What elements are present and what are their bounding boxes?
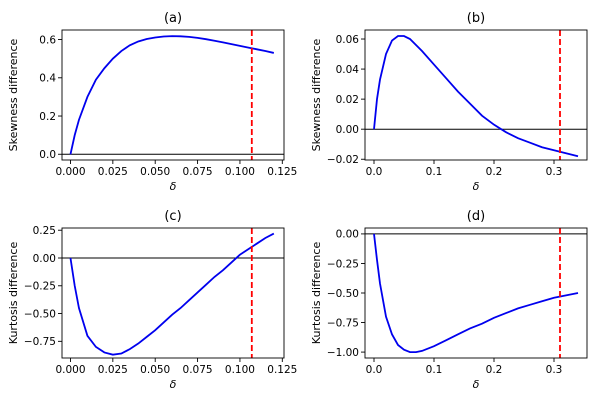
y-tick-label: −1.00 <box>327 347 359 359</box>
plot-frame <box>61 29 285 161</box>
series-line-1 <box>373 35 579 158</box>
x-tick-label: 0.000 <box>55 364 85 376</box>
x-tick-label: 0.050 <box>140 166 170 178</box>
y-tick-label: −0.50 <box>24 308 56 320</box>
x-tick-label: 0.3 <box>546 364 563 376</box>
panel-1: 0.000 0.025 0.050 0.075 0.100 0.125 0.0 0.2 0.4 0… <box>7 11 297 193</box>
x-tick-label: 0.075 <box>183 364 213 376</box>
series-line-1 <box>373 233 579 353</box>
plot-frame <box>61 227 285 359</box>
series-line-1 <box>69 232 275 356</box>
y-tick-label: 0.04 <box>336 64 360 76</box>
y-tick-label: 0.02 <box>336 94 359 106</box>
x-tick-label: 0.100 <box>225 166 255 178</box>
x-axis-label: δ <box>170 378 177 391</box>
panel-3: 0.000 0.025 0.050 0.075 0.100 0.125 −0.75 −0.50… <box>7 209 297 391</box>
y-axis-label: Kurtosis difference <box>310 242 323 345</box>
x-tick-label: 0.1 <box>426 364 443 376</box>
y-tick-label: −0.25 <box>24 281 56 293</box>
y-tick-label: 0.00 <box>336 124 359 136</box>
x-axis-label: δ <box>170 180 177 193</box>
x-tick-label: 0.125 <box>267 166 297 178</box>
x-axis-label: δ <box>473 180 480 193</box>
series-line-1 <box>69 35 275 155</box>
y-tick-label: 0.06 <box>336 34 360 46</box>
plot-frame <box>364 29 588 161</box>
x-tick-label: 0.075 <box>183 166 213 178</box>
chart-title: (c) <box>164 209 181 224</box>
y-tick-label: 0.0 <box>39 149 56 161</box>
plot-frame <box>364 227 588 359</box>
chart-title: (a) <box>164 11 182 26</box>
y-tick-label: 0.4 <box>39 73 56 85</box>
y-tick-label: 0.2 <box>39 111 56 123</box>
x-tick-label: 0.025 <box>98 364 128 376</box>
y-axis-label: Skewness difference <box>7 38 20 151</box>
x-tick-label: 0.2 <box>486 364 503 376</box>
panel-4: 0.0 0.1 0.2 0.3 −1.00 −0.75 −0.50 −0.25 0.00 (d) δ… <box>310 209 588 391</box>
y-tick-label: 0.25 <box>33 225 56 237</box>
x-axis-label: δ <box>473 378 480 391</box>
x-tick-label: 0.125 <box>267 364 297 376</box>
x-tick-label: 0.0 <box>366 166 383 178</box>
x-tick-label: 0.2 <box>486 166 503 178</box>
y-tick-label: 0.00 <box>336 229 359 241</box>
x-tick-label: 0.0 <box>366 364 383 376</box>
chart-title: (b) <box>467 11 485 26</box>
panel-2: 0.0 0.1 0.2 0.3 −0.02 0.00 0.02 0.04 0.06 (b) δ Ske… <box>310 11 588 193</box>
y-tick-label: −0.25 <box>327 258 359 270</box>
y-axis-label: Skewness difference <box>310 38 323 151</box>
y-tick-label: 0.6 <box>39 34 56 46</box>
y-tick-label: −0.75 <box>327 317 359 329</box>
y-tick-label: −0.75 <box>24 336 56 348</box>
y-tick-label: −0.02 <box>327 154 359 166</box>
x-tick-label: 0.050 <box>140 364 170 376</box>
x-tick-label: 0.025 <box>98 166 128 178</box>
y-tick-label: −0.50 <box>327 288 359 300</box>
chart-title: (d) <box>467 209 485 224</box>
x-tick-label: 0.1 <box>426 166 443 178</box>
x-tick-label: 0.000 <box>55 166 85 178</box>
y-tick-label: 0.00 <box>33 253 56 265</box>
x-tick-label: 0.3 <box>546 166 563 178</box>
y-axis-label: Kurtosis difference <box>7 242 20 345</box>
x-tick-label: 0.100 <box>225 364 255 376</box>
